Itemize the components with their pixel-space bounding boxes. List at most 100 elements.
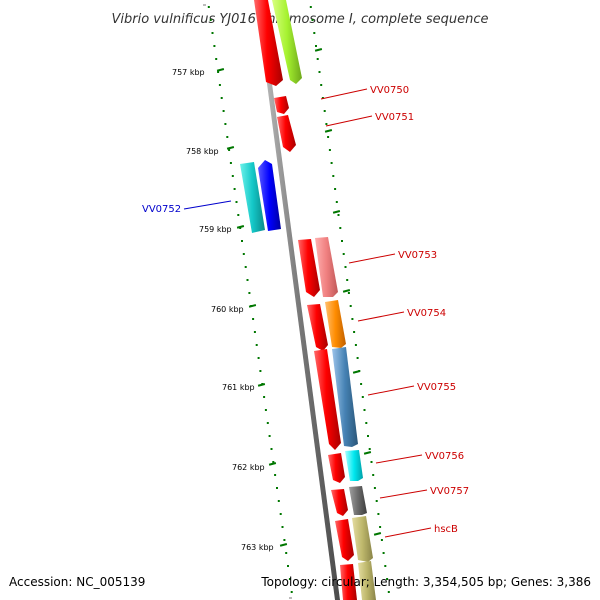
kbp-label-760: 760 kbp xyxy=(211,305,244,314)
gene-arrow-vv0756-red xyxy=(328,453,345,483)
kbp-label-759: 759 kbp xyxy=(199,225,232,234)
gene-arrow-hscb-red xyxy=(335,519,354,561)
tick-dot xyxy=(213,45,216,47)
tick-dot xyxy=(244,266,247,268)
tick-dot xyxy=(257,357,260,359)
kbp-label-758: 758 kbp xyxy=(186,147,219,156)
gene-label-vv0752[interactable]: VV0752 xyxy=(142,204,181,215)
tick-dot xyxy=(255,344,258,346)
gene-label-vv0750[interactable]: VV0750 xyxy=(370,85,409,96)
tick-dot xyxy=(321,97,324,99)
gene-arrow-vv0756 xyxy=(345,450,363,481)
tick-dot xyxy=(224,123,227,125)
tick-dot xyxy=(211,32,214,34)
tick-dot xyxy=(313,32,316,34)
gene-arrows-forward xyxy=(254,0,376,600)
gene-label-vv0754[interactable]: VV0754 xyxy=(407,308,446,319)
tick-dot xyxy=(353,331,356,333)
tick-dots-right xyxy=(309,6,390,593)
accession-text: Accession: NC_005139 xyxy=(9,575,145,589)
gene-label-vv0757[interactable]: VV0757 xyxy=(430,486,469,497)
tick-dot xyxy=(327,136,330,138)
gene-arrow-vv0755 xyxy=(332,347,358,447)
gene-label-vv0756[interactable]: VV0756 xyxy=(425,451,464,462)
tick-dot xyxy=(330,162,333,164)
tick-dots-left xyxy=(207,6,293,593)
gene-arrow-vv0752 xyxy=(258,160,281,231)
tick-dot xyxy=(242,253,245,255)
tick-dot xyxy=(375,500,378,502)
gene-arrow-vv0755-red xyxy=(314,349,341,450)
gene-label-hscb[interactable]: hscB xyxy=(434,524,458,535)
tick-dot xyxy=(316,58,319,60)
tick-dot xyxy=(365,422,368,424)
tick-dot xyxy=(270,448,273,450)
tick-dot xyxy=(217,71,220,73)
tick-dot xyxy=(325,123,328,125)
kbp-tick-757 xyxy=(216,68,225,72)
tick-dot xyxy=(337,214,340,216)
gene-label-vv0751[interactable]: VV0751 xyxy=(375,112,414,123)
tick-dot xyxy=(315,45,317,47)
tick-dot xyxy=(268,435,271,437)
gene-arrow-bottom-red xyxy=(340,564,357,600)
tick-dot xyxy=(380,539,383,541)
gene-arrow-vv0753-red xyxy=(298,239,320,297)
tick-dot xyxy=(339,227,342,229)
tick-dot xyxy=(233,188,236,190)
gene-arrow-vv0751 xyxy=(277,115,296,152)
tick-dot xyxy=(323,110,326,112)
tick-dot xyxy=(320,84,323,86)
tick-dot xyxy=(387,591,390,593)
gene-label-vv0753[interactable]: VV0753 xyxy=(398,250,437,261)
tick-dot xyxy=(377,513,380,515)
tick-dot xyxy=(239,227,242,229)
gene-label-vv0755[interactable]: VV0755 xyxy=(417,382,456,393)
tick-dot xyxy=(222,110,225,112)
kbp-tick-763 xyxy=(279,543,288,547)
tick-dot xyxy=(215,58,218,60)
tick-dot xyxy=(318,71,321,73)
tick-dot xyxy=(283,539,286,541)
bottom-marker xyxy=(289,597,292,599)
kbp-label-761: 761 kbp xyxy=(222,383,255,392)
map-title: Vibrio vulnificus YJ016 chromosome I, co… xyxy=(111,12,488,27)
kbp-label-762: 762 kbp xyxy=(232,463,265,472)
tick-dot xyxy=(207,6,210,8)
gene-arrow-vv0752-cyan xyxy=(240,162,265,233)
tick-dot xyxy=(277,500,280,502)
tick-dot xyxy=(237,214,240,216)
tick-dot xyxy=(368,448,371,450)
tick-dot xyxy=(351,318,354,320)
gene-arrow-vv0753 xyxy=(315,237,338,297)
tick-dot xyxy=(372,474,375,476)
tick-dot xyxy=(370,461,373,463)
tick-dot xyxy=(253,331,256,333)
tick-dot xyxy=(334,188,337,190)
tick-dot xyxy=(379,526,382,528)
tick-dot xyxy=(264,409,267,411)
tick-dot xyxy=(373,487,376,489)
kbp-tick-758 xyxy=(226,146,235,150)
title-marker xyxy=(203,4,206,6)
tick-dot xyxy=(347,292,350,294)
tick-dot xyxy=(235,201,238,203)
tick-dot xyxy=(346,279,349,281)
gene-arrow-vv0757-red xyxy=(331,489,348,516)
kbp-label-763: 763 kbp xyxy=(241,543,274,552)
tick-dot xyxy=(386,578,389,580)
tick-dot xyxy=(246,279,249,281)
tick-dot xyxy=(281,526,284,528)
tick-dot xyxy=(341,240,343,242)
tick-dot xyxy=(218,84,221,86)
outer-dashes xyxy=(314,48,382,536)
tick-dot xyxy=(226,136,229,138)
tick-dot xyxy=(274,474,277,476)
gene-arrow-top-red xyxy=(254,0,283,86)
tick-dot xyxy=(276,487,278,489)
gene-arrows-reverse xyxy=(240,160,281,233)
kbp-label-757: 757 kbp xyxy=(172,68,205,77)
tick-dot xyxy=(335,201,338,203)
tick-dot xyxy=(252,318,255,320)
